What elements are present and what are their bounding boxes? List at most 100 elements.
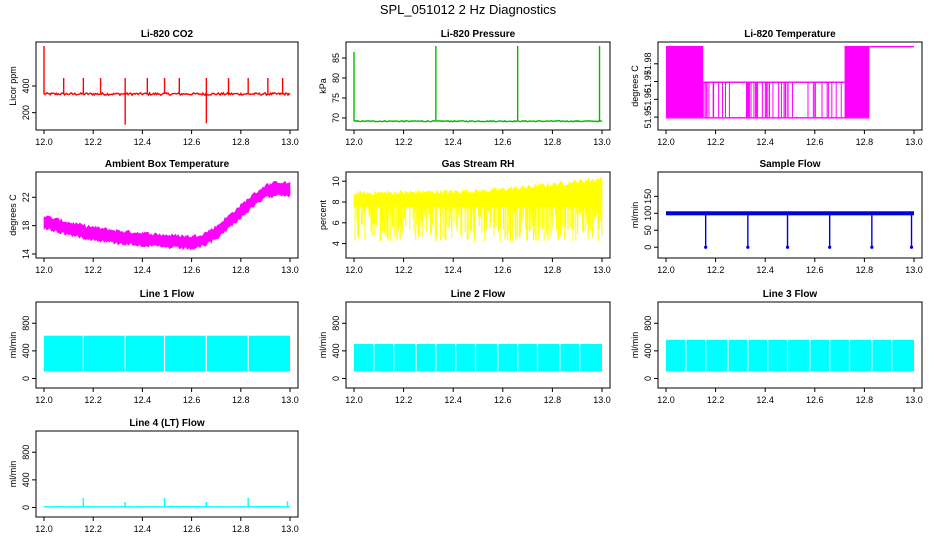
y-tick-label: 85 xyxy=(331,53,341,63)
x-tick-label: 12.8 xyxy=(544,395,562,405)
x-tick-label: 12.0 xyxy=(345,137,363,147)
y-tick-label: 8 xyxy=(331,199,341,204)
data-series xyxy=(666,339,914,372)
y-tick-label: 22 xyxy=(21,192,31,202)
y-tick-label: 18 xyxy=(21,221,31,231)
plot-frame xyxy=(35,41,299,131)
y-axis-label: degrees C xyxy=(8,194,18,236)
y-tick-label: 800 xyxy=(643,316,653,331)
x-tick-label: 12.6 xyxy=(494,395,512,405)
dip-point xyxy=(704,245,708,249)
y-axis-label: kPa xyxy=(318,78,328,94)
x-tick-label: 12.2 xyxy=(707,395,725,405)
plot-frame xyxy=(657,41,923,131)
x-tick-label: 12.6 xyxy=(806,265,824,275)
x-tick-label: 12.2 xyxy=(84,524,102,534)
y-tick-label: 75 xyxy=(331,93,341,103)
y-tick-label: 800 xyxy=(331,316,341,331)
x-tick-label: 13.0 xyxy=(593,137,611,147)
x-tick-label: 12.6 xyxy=(494,265,512,275)
panel-title: Line 2 Flow xyxy=(451,289,506,300)
x-tick-label: 12.8 xyxy=(232,395,250,405)
panel-1: Li-820 CO2 12.0 12.2 12.4 12.6 12.8 13.0 200 400… xyxy=(8,29,299,147)
panel-title: Sample Flow xyxy=(759,159,820,170)
series-line xyxy=(353,119,602,123)
x-tick-label: 12.0 xyxy=(35,395,53,405)
x-tick-label: 12.0 xyxy=(657,265,675,275)
plot-frame xyxy=(657,171,923,259)
x-tick-label: 12.2 xyxy=(84,137,102,147)
panel-title: Line 4 (LT) Flow xyxy=(129,418,205,429)
x-tick-label: 12.2 xyxy=(395,265,413,275)
data-series xyxy=(354,343,602,372)
series-band xyxy=(666,211,914,216)
x-tick-label: 13.0 xyxy=(905,395,923,405)
x-tick-label: 12.4 xyxy=(444,137,462,147)
y-tick-label: 0 xyxy=(21,376,31,381)
x-tick-label: 12.0 xyxy=(657,395,675,405)
panel-title: Line 1 Flow xyxy=(140,289,195,300)
figure-title: SPL_051012 2 Hz Diagnostics xyxy=(379,2,557,17)
y-tick-label: 0 xyxy=(643,245,653,250)
series-line xyxy=(43,91,291,97)
y-tick-label: 400 xyxy=(21,472,31,487)
x-tick-label: 12.6 xyxy=(183,524,201,534)
plot-frame xyxy=(345,301,611,389)
y-tick-label: 0 xyxy=(331,376,341,381)
x-tick-label: 12.0 xyxy=(345,265,363,275)
x-tick-label: 12.4 xyxy=(134,137,152,147)
y-tick-label: 400 xyxy=(331,343,341,358)
dip-point xyxy=(828,245,832,249)
x-tick-label: 12.4 xyxy=(134,265,152,275)
x-tick-label: 12.4 xyxy=(134,524,152,534)
y-tick-label: 4 xyxy=(331,241,341,246)
y-tick-label: 6 xyxy=(331,220,341,225)
temp-level xyxy=(666,117,870,119)
x-tick-label: 13.0 xyxy=(281,265,299,275)
x-tick-label: 12.6 xyxy=(183,395,201,405)
series-band xyxy=(354,343,602,372)
x-tick-label: 12.4 xyxy=(756,137,774,147)
y-tick-label: 14 xyxy=(21,249,31,259)
data-series xyxy=(353,46,602,123)
x-tick-label: 12.8 xyxy=(544,137,562,147)
x-tick-label: 13.0 xyxy=(905,137,923,147)
x-tick-label: 12.0 xyxy=(35,524,53,534)
x-tick-label: 12.4 xyxy=(444,265,462,275)
y-tick-label: 150 xyxy=(643,189,653,204)
x-tick-label: 13.0 xyxy=(593,265,611,275)
y-tick-label: 70 xyxy=(331,113,341,123)
x-tick-label: 12.4 xyxy=(444,395,462,405)
x-tick-label: 12.6 xyxy=(183,265,201,275)
dip-point xyxy=(785,245,790,249)
y-tick-label: 0 xyxy=(21,505,31,510)
x-tick-label: 12.0 xyxy=(35,265,53,275)
dip-point xyxy=(746,245,750,249)
x-tick-label: 12.8 xyxy=(856,395,874,405)
x-tick-label: 13.0 xyxy=(281,395,299,405)
data-series xyxy=(43,180,291,251)
panel-8: Line 2 Flow 12.0 12.2 12.4 12.6 12.8 13.0 0 400 8… xyxy=(318,289,611,405)
panel-title: Li-820 Temperature xyxy=(744,29,836,40)
y-tick-label: 51.97 xyxy=(643,70,653,93)
y-tick-label: 800 xyxy=(21,316,31,331)
panel-title: Li-820 CO2 xyxy=(141,29,194,40)
x-tick-label: 13.0 xyxy=(593,395,611,405)
plot-frame xyxy=(345,41,611,131)
x-tick-label: 12.8 xyxy=(856,265,874,275)
y-axis-label: percent xyxy=(318,199,328,230)
x-tick-label: 12.4 xyxy=(134,395,152,405)
panel-title: Ambient Box Temperature xyxy=(105,159,230,170)
x-tick-label: 12.8 xyxy=(856,137,874,147)
x-tick-label: 13.0 xyxy=(281,137,299,147)
x-tick-label: 12.8 xyxy=(232,524,250,534)
y-tick-label: 100 xyxy=(643,206,653,221)
y-tick-label: 51.95 xyxy=(643,106,653,129)
x-tick-label: 12.2 xyxy=(707,265,725,275)
x-tick-label: 12.2 xyxy=(395,137,413,147)
x-tick-label: 12.6 xyxy=(806,137,824,147)
data-series xyxy=(353,176,603,242)
x-tick-label: 12.0 xyxy=(35,137,53,147)
x-tick-label: 12.0 xyxy=(345,395,363,405)
x-tick-label: 12.2 xyxy=(395,395,413,405)
